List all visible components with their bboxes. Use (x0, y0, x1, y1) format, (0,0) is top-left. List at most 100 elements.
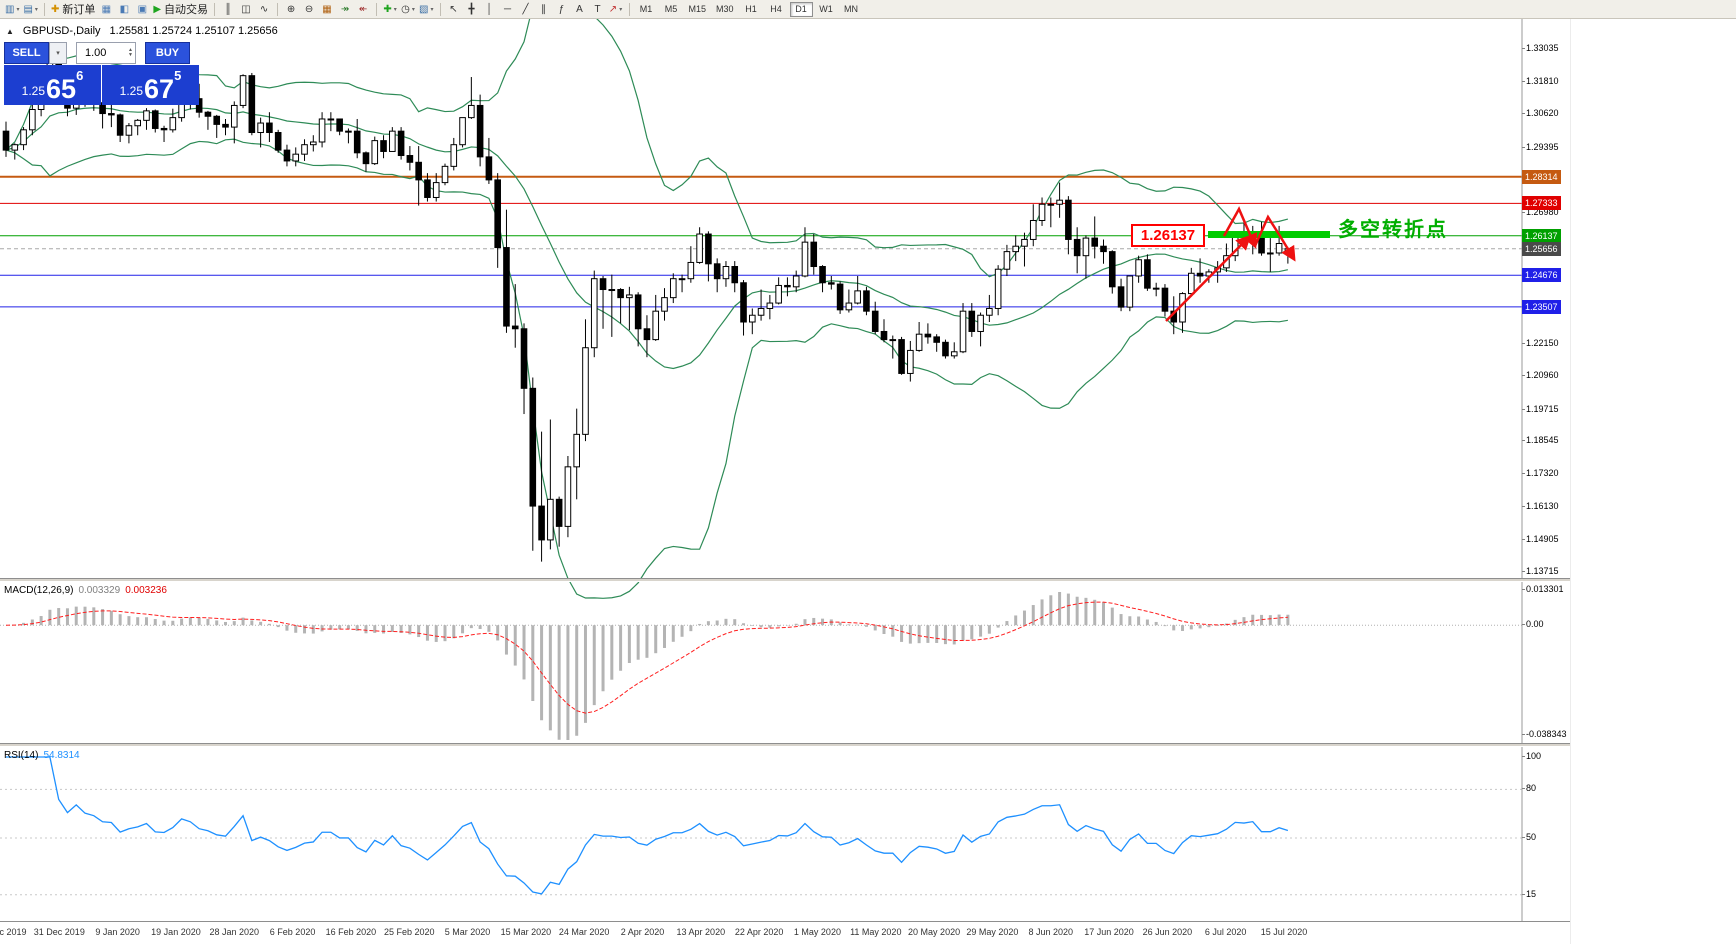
templates-icon[interactable]: ▧ ▾ (417, 1, 435, 17)
vertical-line-icon: │ (486, 3, 493, 15)
timeframe-d1-button[interactable]: D1 (789, 1, 813, 17)
rsi-indicator-label: RSI(14) 54.8314 (4, 750, 80, 761)
current-price-badge: 1.25656 (1522, 242, 1561, 256)
equidistant-channel-icon: ∥ (541, 3, 546, 15)
chart-shift-icon: ↞ (358, 3, 368, 15)
price-line-badge: 1.28314 (1522, 170, 1561, 184)
main-toolbar: ▥ ▾ ▤ ▾ ✚ 新订单 ▦ ◧ ▣ ▶ 自动交易 ║ ◫ ∿ ⊕ ⊖ ▦ ↠ ↞ ✚ ▾ ◷ ▾ ▧ ▾ ↖ ╋ │ ─ ╱ ∥ ƒ A T ↗… (0, 0, 1736, 19)
timeframe-m15-button[interactable]: M15 (688, 4, 707, 14)
tile-windows-icon: ▦ (322, 3, 332, 15)
zoom-out-icon[interactable]: ⊖ (300, 1, 318, 17)
sell-button[interactable]: SELL (4, 42, 49, 64)
y-axis-label: 1.18545 (1522, 435, 1559, 445)
chart-header: ▲ GBPUSD-,Daily 1.25581 1.25724 1.25107 … (6, 25, 278, 37)
y-axis-label: 1.17320 (1522, 468, 1559, 478)
indicators-icon[interactable]: ✚ ▾ (381, 1, 399, 17)
horizontal-line-icon[interactable]: ─ (499, 1, 517, 17)
y-axis-label: 1.31810 (1522, 76, 1559, 86)
auto-scroll-icon[interactable]: ↠ (336, 1, 354, 17)
x-axis-label: 17 Jun 2020 (1084, 927, 1134, 937)
x-axis-label: 29 May 2020 (966, 927, 1019, 937)
chevron-down-icon: ▾ (430, 6, 434, 13)
lot-size-input[interactable]: 1.00 ▲ ▼ (76, 42, 136, 64)
rsi-axis-label: 50 (1521, 832, 1537, 842)
fibonacci-icon[interactable]: ƒ (553, 1, 571, 17)
navigator-icon: ◧ (119, 3, 130, 15)
timeframe-h1-button[interactable]: H1 (745, 4, 757, 14)
lot-spinner[interactable]: ▲ ▼ (128, 48, 133, 58)
order-mode-dropdown[interactable]: ▾ (49, 42, 67, 64)
autotrading-icon[interactable]: ▶ 自动交易 (151, 1, 210, 17)
market-watch-icon: ▦ (101, 3, 112, 15)
navigator-icon[interactable]: ◧ (115, 1, 133, 17)
chevron-down-icon: ▾ (393, 6, 397, 13)
templates-icon: ▧ (419, 3, 429, 15)
x-axis-label: 20 May 2020 (908, 927, 961, 937)
rsi-value: 54.8314 (43, 750, 80, 761)
price-line-badge: 1.27333 (1522, 196, 1561, 210)
timeframe-h4-button[interactable]: H4 (770, 4, 782, 14)
cursor-icon: ↖ (449, 3, 458, 15)
timeframe-m5-button[interactable]: M5 (664, 4, 678, 14)
price-axis[interactable]: 1.33035 1.31810 1.30620 1.29395 1.26980 1.221… (1521, 0, 1593, 944)
rsi-axis-label: 100 (1521, 751, 1542, 761)
tile-windows-icon[interactable]: ▦ (318, 1, 336, 17)
text-icon[interactable]: A (571, 1, 589, 17)
zoom-out-icon: ⊖ (304, 3, 314, 15)
vertical-line-icon[interactable]: │ (481, 1, 499, 17)
x-axis-label: 15 Jul 2020 (1260, 927, 1308, 937)
indicators-icon: ✚ (383, 3, 392, 15)
crosshair-icon[interactable]: ╋ (463, 1, 481, 17)
line-chart-icon[interactable]: ∿ (255, 1, 273, 17)
terminal-icon[interactable]: ▣ (133, 1, 151, 17)
chart-shift-icon[interactable]: ↞ (354, 1, 372, 17)
buy-price-button[interactable]: 1.25 67 5 (102, 65, 199, 105)
equidistant-channel-icon[interactable]: ∥ (535, 1, 553, 17)
macd-signal-value: 0.003236 (125, 585, 167, 596)
trendline-icon[interactable]: ╱ (517, 1, 535, 17)
x-axis-label: 1 May 2020 (793, 927, 841, 937)
macd-main-value: 0.003329 (78, 585, 121, 596)
spinner-up-icon: ▲ (128, 47, 133, 53)
rsi-axis-label: 80 (1521, 783, 1537, 793)
toolbar-separator (376, 2, 378, 16)
sell-price-button[interactable]: 1.25 65 6 (4, 65, 101, 105)
timeframe-m1-button[interactable]: M1 (639, 4, 653, 14)
market-watch-icon[interactable]: ▦ (97, 1, 115, 17)
zoom-in-icon[interactable]: ⊕ (282, 1, 300, 17)
periods-icon[interactable]: ◷ ▾ (399, 1, 417, 17)
x-axis-label: 22 Dec 2019 (0, 927, 27, 937)
x-axis-label: 31 Dec 2019 (33, 927, 85, 937)
cursor-icon[interactable]: ↖ (445, 1, 463, 17)
x-axis-label: 24 Mar 2020 (558, 927, 610, 937)
panel-divider[interactable] (0, 743, 1570, 747)
candlestick-chart-icon[interactable]: ◫ (237, 1, 255, 17)
time-axis[interactable]: 22 Dec 2019 31 Dec 2019 9 Jan 2020 19 Jan 2… (0, 925, 1522, 943)
text-label-icon[interactable]: T (589, 1, 607, 17)
buy-price-sup: 5 (174, 68, 182, 83)
bar-chart-icon[interactable]: ║ (219, 1, 237, 17)
autotrading-label: 自动交易 (164, 4, 209, 16)
one-click-trading-panel: SELL ▾ 1.00 ▲ ▼ BUY 1.25 65 6 1.25 67 5 (3, 42, 199, 105)
timeframe-mn-button[interactable]: MN (844, 4, 859, 14)
timeframe-w1-button[interactable]: W1 (819, 4, 833, 14)
bar-chart-icon: ║ (224, 3, 232, 15)
new-chart-icon[interactable]: ▥ ▾ (3, 1, 21, 17)
x-axis-label: 11 May 2020 (850, 927, 902, 937)
arrows-icon[interactable]: ↗ ▾ (607, 1, 625, 17)
macd-name: MACD(12,26,9) (4, 585, 74, 596)
toolbar-separator (214, 2, 216, 16)
line-chart-icon: ∿ (259, 3, 269, 15)
buy-button[interactable]: BUY (145, 42, 190, 64)
chart-symbol-period: GBPUSD-,Daily (22, 25, 101, 37)
one-click-collapse-icon[interactable]: ▲ (6, 26, 14, 36)
new-order-icon[interactable]: ✚ 新订单 (49, 1, 97, 17)
profiles-icon[interactable]: ▤ ▾ (21, 1, 39, 17)
timeframe-m30-button[interactable]: M30 (716, 4, 734, 14)
panel-divider[interactable] (0, 578, 1570, 582)
rsi-axis-label: 15 (1521, 889, 1537, 899)
buy-price-big: 67 (144, 74, 175, 105)
price-line-badge: 1.26137 (1522, 229, 1561, 243)
y-axis-label: 1.19715 (1522, 404, 1559, 414)
